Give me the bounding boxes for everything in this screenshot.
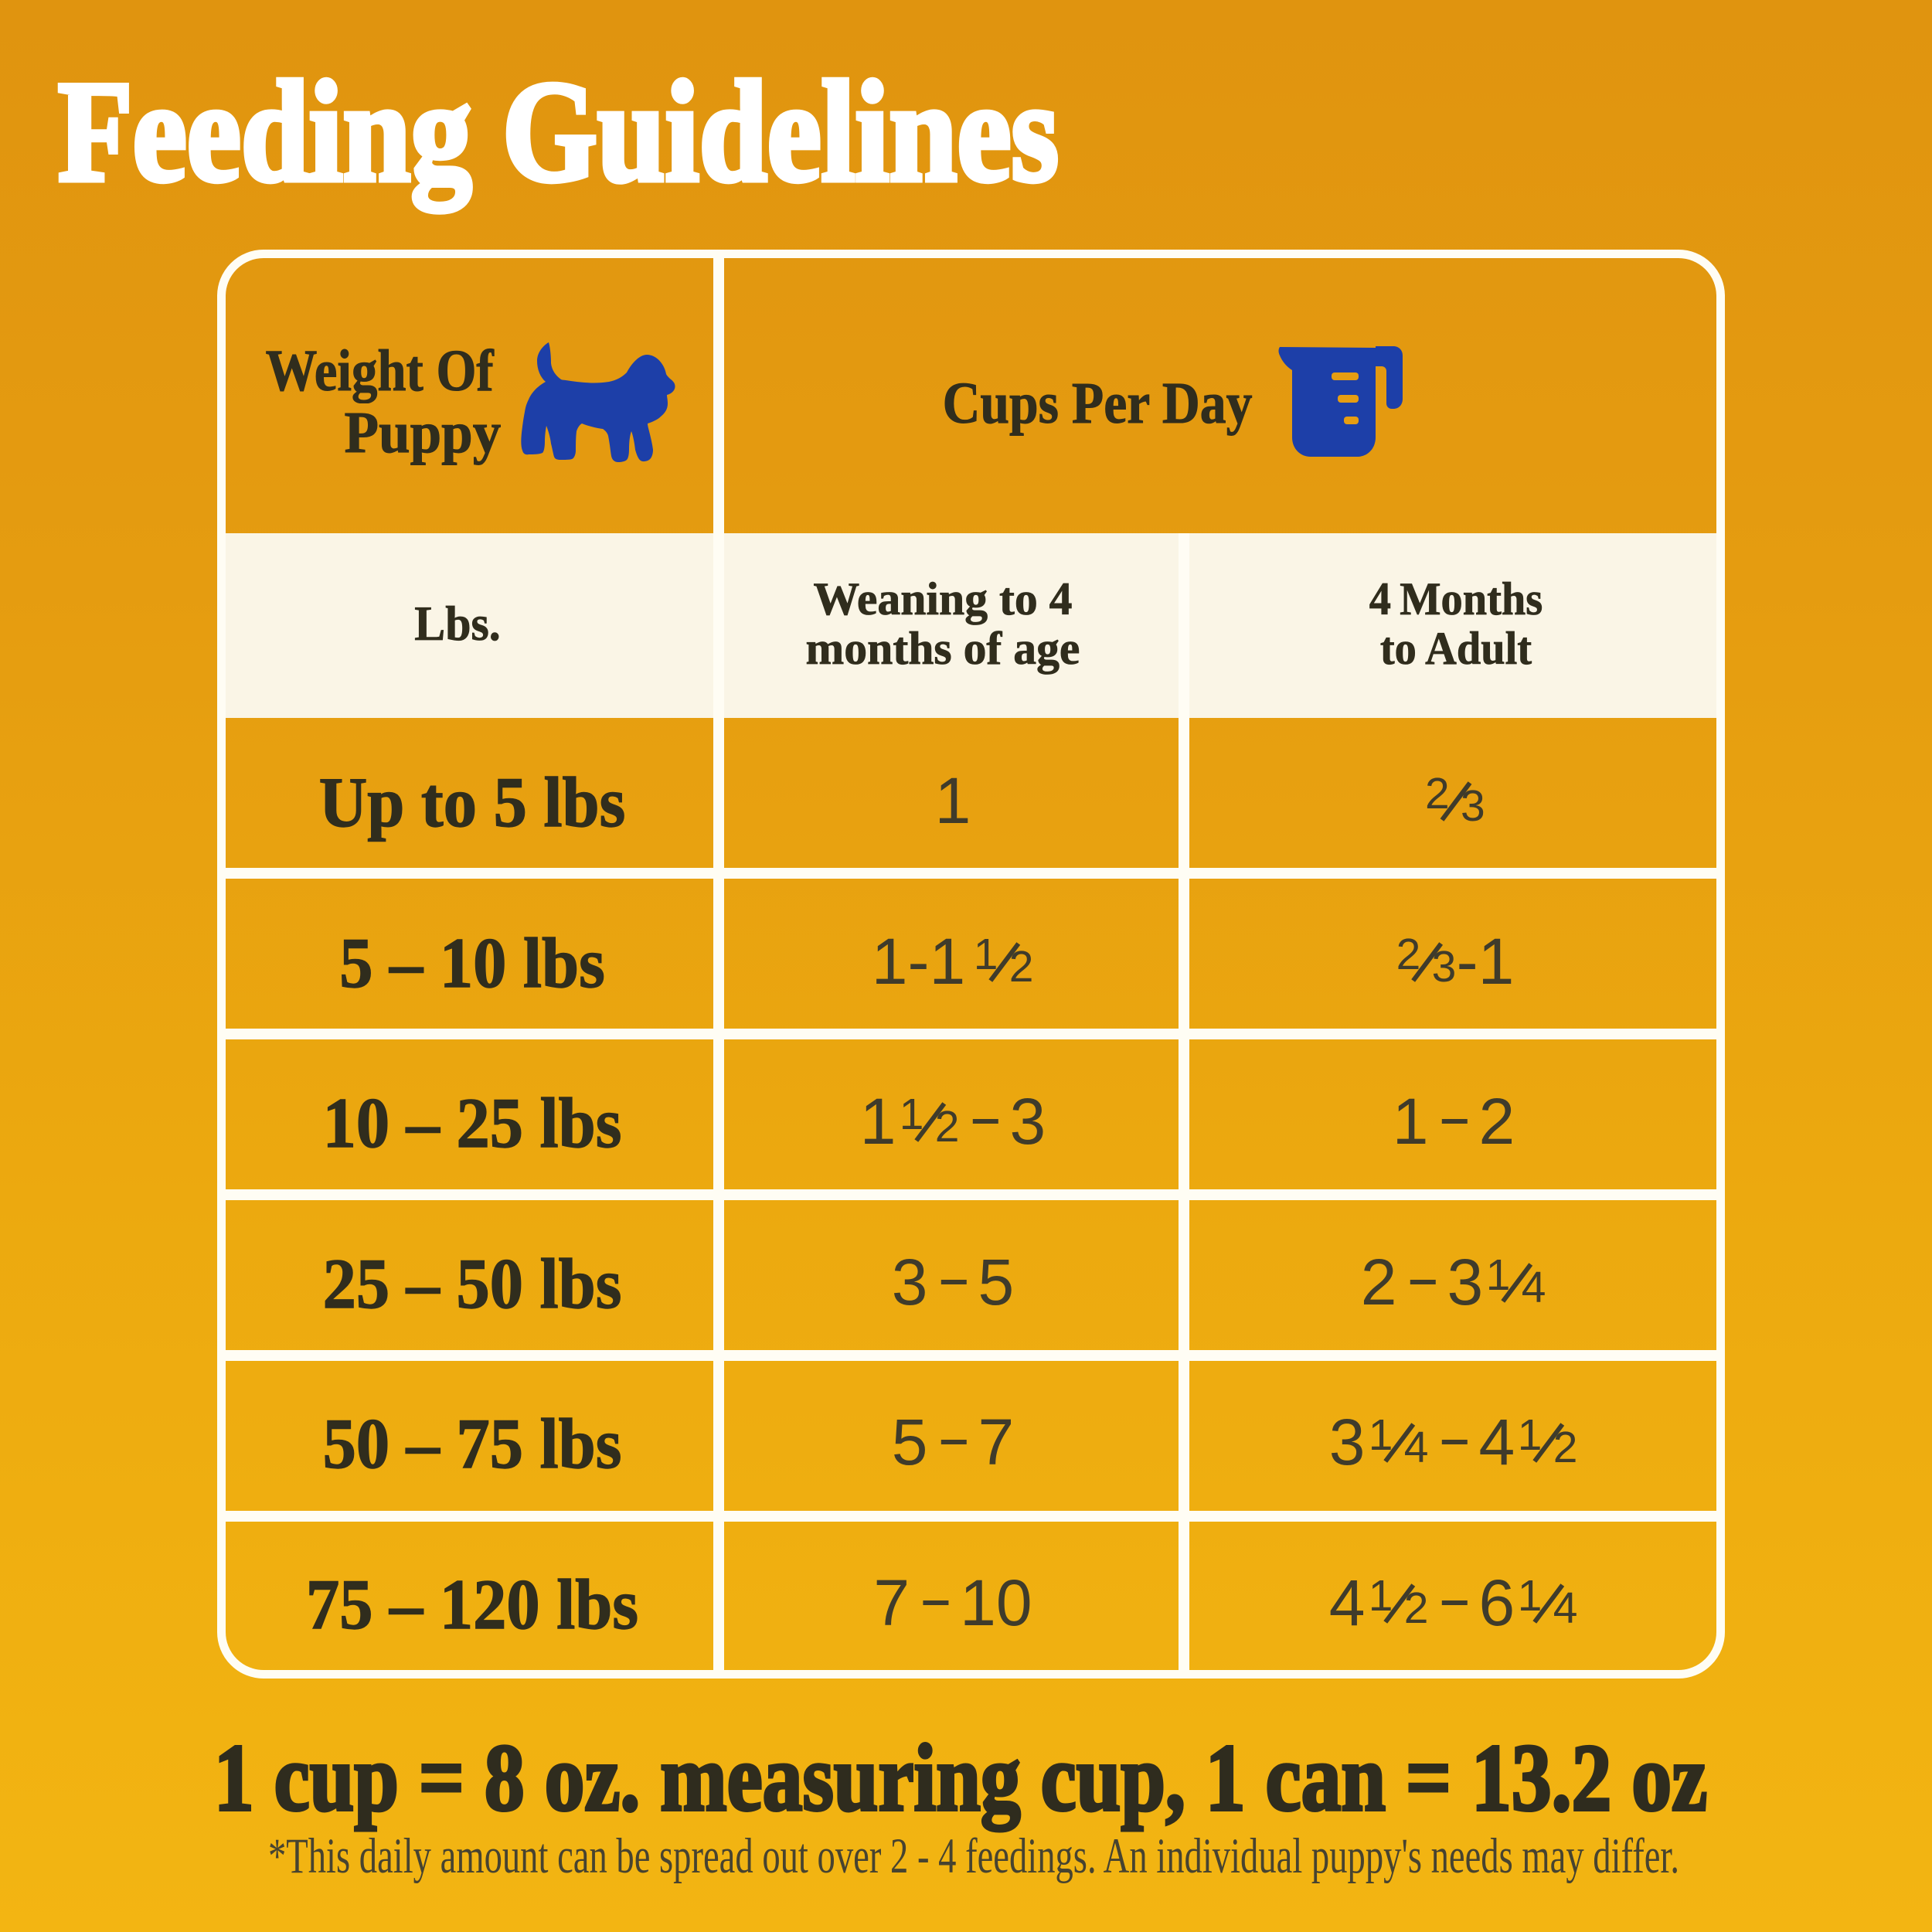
svg-text:2: 2 [1553,1423,1578,1463]
svg-text:2: 2 [1425,775,1450,818]
svg-text:4: 4 [1522,1263,1546,1303]
svg-text:1: 1 [1486,1257,1511,1300]
svg-text:3: 3 [1461,781,1485,821]
svg-text:4: 4 [1404,1423,1429,1463]
svg-text:1: 1 [1518,1417,1543,1460]
svg-text:1: 1 [900,1096,924,1139]
svg-text:1: 1 [1369,1577,1393,1621]
svg-text:2: 2 [1404,1583,1429,1624]
svg-text:2: 2 [1009,942,1034,982]
svg-text:1: 1 [974,936,998,979]
svg-text:3: 3 [1432,942,1457,982]
svg-text:1: 1 [1518,1577,1543,1621]
svg-text:4: 4 [1553,1583,1578,1624]
svg-text:2: 2 [1396,936,1421,979]
svg-text:2: 2 [935,1102,960,1142]
svg-text:1: 1 [1369,1417,1393,1460]
